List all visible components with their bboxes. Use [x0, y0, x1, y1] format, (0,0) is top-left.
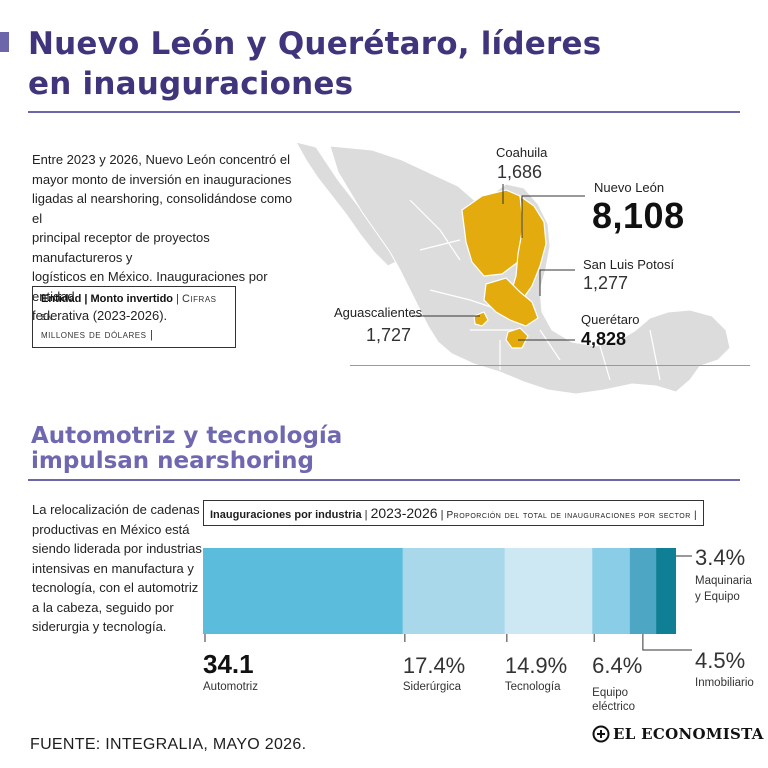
- section-line: siderurgia y tecnología.: [32, 619, 167, 634]
- category-label: Siderúrgica: [403, 681, 462, 693]
- map-state-san-luis-potosi: [483, 277, 539, 327]
- legend-bold-text: Entidad | Monto invertido: [41, 293, 174, 305]
- category-label: Inmobiliario: [695, 677, 754, 689]
- map-baseline: [350, 365, 750, 366]
- page-title: Nuevo León y Querétaro, líderes en inaug…: [28, 24, 748, 104]
- header-divider: [28, 111, 740, 113]
- label-nuevo-leon-name: Nuevo León: [594, 180, 665, 195]
- chart-header-rest: Proporción del total de inauguraciones p…: [446, 510, 698, 521]
- section-title-line1: Automotriz y tecnología: [31, 423, 343, 449]
- logo-mark-icon: [592, 725, 610, 743]
- label-san-luis-potosi-name: San Luis Potosí: [583, 257, 675, 272]
- category-label: Equipo: [592, 687, 628, 699]
- legend-separator: |: [173, 293, 182, 305]
- intro-line: mayor monto de inversión en inauguracion…: [32, 171, 292, 187]
- section-line: La relocalización de cadenas: [32, 502, 200, 517]
- bar-segment: [656, 548, 676, 634]
- label-aguascalientes-value: 1,727: [366, 325, 412, 345]
- section-line: siendo liderada por industrias: [32, 541, 202, 556]
- bar-segment: [629, 548, 657, 634]
- value-label: 3.4%: [695, 545, 745, 570]
- category-label: Tecnología: [505, 681, 561, 693]
- section-line: a la cabeza, seguido por: [32, 599, 174, 615]
- category-label: y Equipo: [695, 591, 740, 603]
- value-label: 6.4%: [592, 653, 642, 678]
- label-aguascalientes-name: Aguascalientes: [334, 305, 423, 320]
- section-title-line2: impulsan nearshoring: [31, 448, 314, 474]
- intro-paragraph: Entre 2023 y 2026, Nuevo León concentró …: [32, 150, 302, 326]
- value-label: 17.4%: [403, 653, 465, 678]
- title-accent-bar: [0, 32, 9, 52]
- page-title-line1: Nuevo León y Querétaro, líderes: [28, 26, 602, 62]
- bar-segment: [592, 548, 630, 634]
- label-coahuila-value: 1,686: [497, 162, 543, 182]
- leader-inmobiliario: [642, 634, 692, 651]
- value-label: 34.1: [203, 649, 254, 679]
- section-divider: [28, 479, 740, 481]
- legend-units-1: Cifras en: [41, 293, 217, 323]
- intro-line: logísticos en México. Inauguraciones por…: [32, 269, 268, 304]
- legend-units-2: millones de dólares |: [41, 329, 154, 341]
- map-state-queretaro: [505, 327, 529, 349]
- intro-line: principal receptor de proyectos manufact…: [32, 230, 210, 265]
- category-label: Automotriz: [203, 681, 258, 693]
- value-label: 4.5%: [695, 648, 745, 673]
- map-state-borders: [409, 199, 661, 381]
- intro-line: federativa (2023-2026).: [32, 308, 168, 323]
- section-line: tecnología, con el automotriz: [32, 580, 199, 595]
- bar-segment: [402, 548, 505, 634]
- category-label: Maquinaria: [695, 575, 752, 587]
- label-queretaro-value: 4,828: [581, 329, 627, 349]
- label-san-luis-potosi-value: 1,277: [583, 273, 629, 293]
- mexico-map: [295, 141, 731, 395]
- chart-header-years: 2023-2026: [370, 505, 438, 521]
- bar-segment: [504, 548, 593, 634]
- label-nuevo-leon-value: 8,108: [592, 195, 685, 236]
- logo-text: EL ECONOMISTA: [613, 725, 764, 743]
- label-coahuila-name: Coahuila: [496, 145, 548, 160]
- publisher-logo: EL ECONOMISTA: [592, 725, 764, 743]
- page-title-line2: en inauguraciones: [28, 66, 354, 102]
- value-label: 14.9%: [505, 653, 567, 678]
- section-paragraph: La relocalización de cadenas productivas…: [32, 500, 202, 637]
- intro-line: Entre 2023 y 2026, Nuevo León concentró …: [32, 152, 291, 167]
- leader-san-luis-potosi: [539, 269, 575, 296]
- chart-header: Inauguraciones por industria | 2023-2026…: [203, 500, 705, 526]
- intro-line: ligadas al nearshoring, consolidándose c…: [32, 191, 293, 226]
- chart-header-bold: Inauguraciones por industria: [210, 509, 362, 521]
- label-queretaro-name: Querétaro: [581, 312, 640, 327]
- source-note: FUENTE: INTEGRALIA, MAYO 2026.: [30, 736, 307, 753]
- section-title: Automotriz y tecnología impulsan nearsho…: [31, 424, 531, 474]
- leader-nuevo-leon: [521, 195, 585, 238]
- map-legend-box: Entidad | Monto invertido | Cifras en mi…: [32, 286, 236, 348]
- category-label: eléctrico: [592, 701, 635, 713]
- section-line: productivas en México está: [32, 521, 190, 537]
- bar-segment: [203, 548, 403, 634]
- section-line: intensivas en manufactura y: [32, 560, 194, 576]
